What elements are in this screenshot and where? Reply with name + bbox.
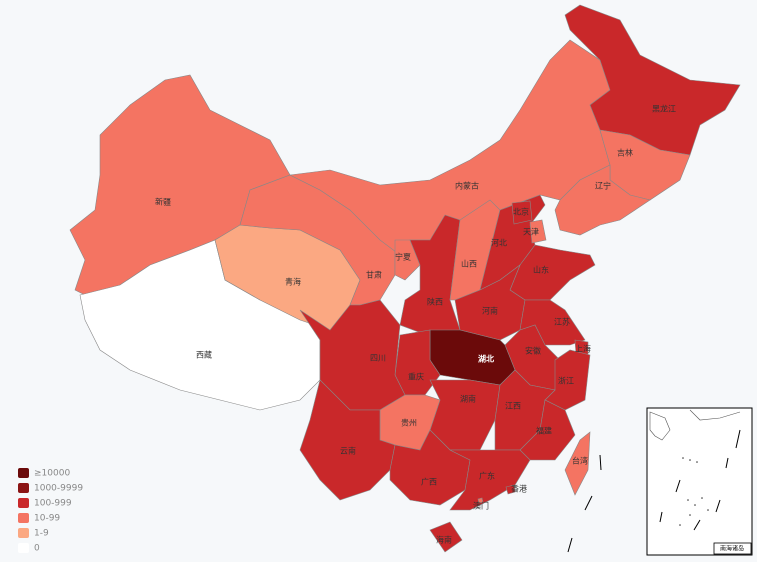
province [554, 164, 651, 236]
province-label: 宁夏 [395, 252, 411, 262]
province-label: 云南 [340, 446, 356, 456]
legend-label: 1000-9999 [34, 484, 83, 494]
province-label: 广东 [479, 471, 495, 481]
province-label: 内蒙古 [455, 181, 479, 191]
province-label: 海南 [436, 535, 452, 545]
province [429, 521, 463, 553]
province-label: 湖南 [460, 394, 476, 404]
inset-islands [679, 457, 709, 526]
province [299, 379, 396, 501]
province-label: 山东 [533, 265, 549, 275]
province-label: 贵州 [401, 418, 417, 428]
province-label: 江苏 [554, 317, 570, 327]
province-label: 重庆 [408, 372, 424, 382]
inset-coast [689, 409, 741, 421]
province-label: 安徽 [525, 346, 541, 356]
province-label: 湖北 [478, 354, 494, 364]
inset-label-box [713, 542, 752, 555]
province-label: 澳门 [473, 501, 489, 511]
province [529, 219, 547, 244]
province-label: 甘肃 [366, 270, 382, 280]
legend-swatch [18, 468, 29, 478]
province [511, 200, 533, 225]
legend-label: ≥10000 [34, 469, 70, 479]
province-label: 河北 [491, 238, 507, 248]
province [477, 497, 484, 504]
legend-swatch [18, 498, 29, 508]
province-label: 江西 [505, 402, 521, 411]
province-label: 广西 [421, 477, 437, 487]
legend-swatch [18, 543, 29, 553]
province [505, 484, 516, 495]
legend-label: 100-999 [34, 499, 72, 509]
inset-boundary [659, 429, 741, 531]
legend-label: 1-9 [34, 529, 49, 539]
province-label: 河南 [482, 306, 498, 316]
province-label: 陕西 [427, 297, 443, 307]
province-label: 福建 [536, 426, 552, 436]
province-label: 北京 [513, 207, 529, 217]
sea-boundary [567, 454, 602, 553]
province-label: 辽宁 [595, 181, 611, 191]
province-label: 吉林 [617, 148, 633, 158]
province-label: 上海 [575, 344, 591, 354]
province [564, 431, 591, 496]
legend: ≥10000 1000-9999 100-999 10-99 1-9 0 [18, 468, 83, 554]
legend-label: 0 [34, 544, 40, 554]
province-label: 黑龙江 [652, 104, 676, 114]
inset: 南海诸岛 [646, 407, 753, 556]
legend-label: 10-99 [34, 514, 60, 524]
province-label: 浙江 [558, 376, 574, 386]
province-label: 四川 [370, 354, 386, 363]
legend-swatch [18, 528, 29, 538]
province-label: 新疆 [155, 197, 171, 207]
inset-label: 南海诸岛 [720, 545, 744, 553]
province-label: 香港 [511, 484, 527, 494]
province-label: 西藏 [196, 350, 212, 360]
legend-swatch [18, 483, 29, 493]
province [449, 449, 531, 511]
province-label: 台湾 [572, 456, 588, 466]
legend-swatch [18, 513, 29, 523]
regions [69, 4, 741, 553]
province-label: 山西 [461, 259, 477, 269]
province-label: 天津 [523, 227, 539, 237]
inset-coast [649, 411, 671, 441]
province-label: 青海 [285, 277, 301, 287]
